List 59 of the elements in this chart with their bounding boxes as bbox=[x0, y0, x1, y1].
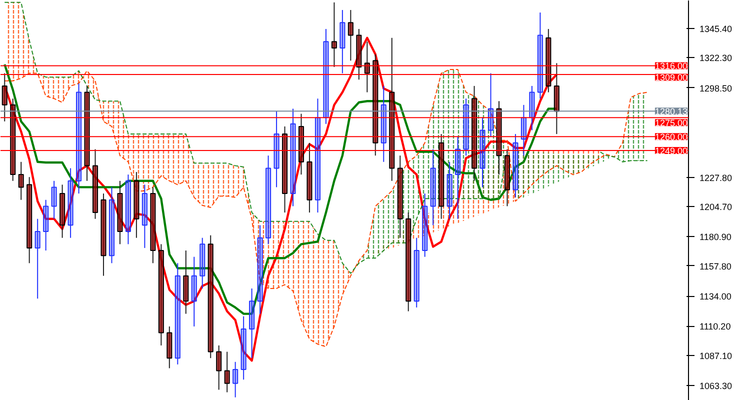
candlestick bbox=[34, 218, 40, 300]
candlestick bbox=[463, 98, 469, 156]
candlestick bbox=[422, 193, 428, 258]
candlestick bbox=[323, 28, 329, 124]
ref-line-label: 1309.00 bbox=[654, 72, 688, 83]
candlestick bbox=[364, 41, 370, 93]
ref-line-label: 1260.00 bbox=[654, 132, 688, 142]
candlestick bbox=[51, 180, 57, 220]
candlestick bbox=[76, 82, 82, 194]
candlestick bbox=[224, 351, 230, 393]
candlestick bbox=[68, 168, 74, 238]
candlestick bbox=[200, 237, 206, 289]
candlestick bbox=[142, 184, 148, 248]
candlestick bbox=[430, 148, 436, 226]
y-tick-label: 1157.80 bbox=[700, 261, 732, 272]
candlestick bbox=[529, 85, 535, 131]
candlestick bbox=[125, 174, 131, 245]
y-tick-label: 1204.70 bbox=[700, 202, 732, 212]
y-tick-label: 1298.50 bbox=[700, 83, 732, 94]
y-tick-label: 1063.30 bbox=[700, 381, 732, 392]
candlestick bbox=[43, 199, 49, 251]
y-tick-label: 1087.10 bbox=[700, 350, 732, 361]
ref-line-label: 1280.13 bbox=[654, 106, 688, 117]
candlestick bbox=[480, 117, 486, 188]
candlestick bbox=[414, 237, 420, 308]
ref-line-label: 1249.00 bbox=[654, 146, 688, 156]
candlestick bbox=[512, 134, 518, 198]
candlestick bbox=[108, 186, 114, 264]
candlestick bbox=[331, 2, 337, 68]
candlestick bbox=[232, 361, 238, 398]
candlestick bbox=[2, 72, 8, 122]
candlestick bbox=[274, 110, 280, 188]
candlestick bbox=[380, 85, 386, 162]
candlestick bbox=[446, 161, 452, 220]
candlestick bbox=[174, 262, 180, 365]
candlestick bbox=[348, 9, 354, 62]
line-series bbox=[4, 68, 648, 348]
y-tick-label: 1180.90 bbox=[700, 232, 732, 242]
candlestick bbox=[266, 155, 272, 245]
candlestick bbox=[520, 104, 526, 156]
y-tick-label: 1227.80 bbox=[700, 172, 732, 183]
candlestick bbox=[290, 108, 296, 207]
candlestick bbox=[340, 9, 346, 74]
y-tick-label: 1110.20 bbox=[700, 322, 731, 332]
y-tick-label: 1134.00 bbox=[700, 292, 732, 302]
candlestick bbox=[257, 224, 263, 314]
candlestick bbox=[18, 161, 24, 200]
candlestick bbox=[314, 98, 320, 214]
candlestick bbox=[537, 12, 543, 100]
candlestick bbox=[191, 256, 197, 327]
y-tick-label: 1345.40 bbox=[700, 24, 732, 34]
y-tick-label: 1322.30 bbox=[700, 53, 732, 64]
candlestick bbox=[488, 72, 494, 138]
ref-line-label: 1316.00 bbox=[654, 61, 688, 72]
ref-line-label: 1275.00 bbox=[654, 118, 688, 128]
candlestick bbox=[240, 316, 246, 380]
candlestick bbox=[249, 288, 255, 359]
candlestick bbox=[455, 136, 461, 220]
candlestick bbox=[216, 344, 222, 390]
